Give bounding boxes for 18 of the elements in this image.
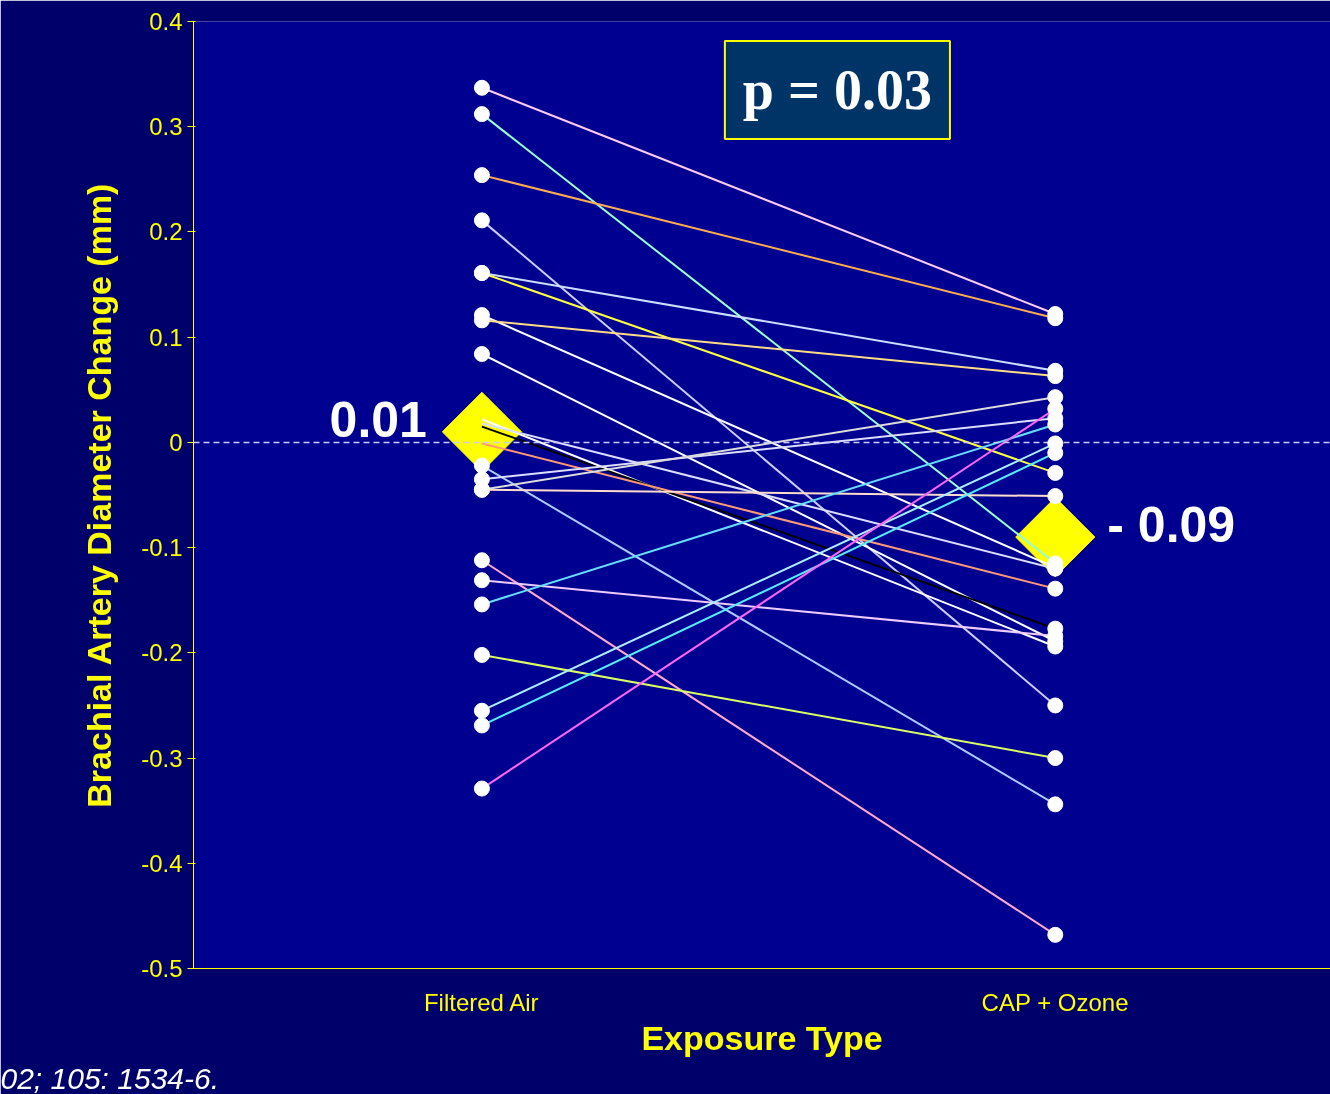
y-tick-label: -0.4 — [141, 849, 183, 877]
x-axis-title: Exposure Type — [641, 1018, 883, 1057]
y-tick-label: 0.4 — [149, 8, 183, 35]
y-tick-label: 0.3 — [149, 113, 183, 141]
x-tick-label: Filtered Air — [423, 988, 539, 1016]
annotation: p = 0.03 — [742, 58, 932, 121]
data-label: 0.01 — [329, 392, 427, 449]
y-tick-label: -0.5 — [141, 955, 183, 982]
y-tick-label: -0.3 — [141, 744, 183, 772]
y-tick-label: 0.1 — [149, 323, 183, 351]
text: 02; 105: 1534-6. — [0, 1061, 220, 1094]
y-tick-label: -0.2 — [141, 639, 183, 667]
y-axis-title: Brachial Artery Diameter Change (mm) — [80, 183, 119, 808]
x-tick-label: CAP + Ozone — [981, 988, 1129, 1016]
data-label: - 0.09 — [1107, 497, 1236, 554]
y-tick-label: 0.2 — [149, 218, 183, 246]
y-tick-label: -0.1 — [141, 534, 183, 562]
y-tick-label: 0 — [169, 428, 183, 456]
